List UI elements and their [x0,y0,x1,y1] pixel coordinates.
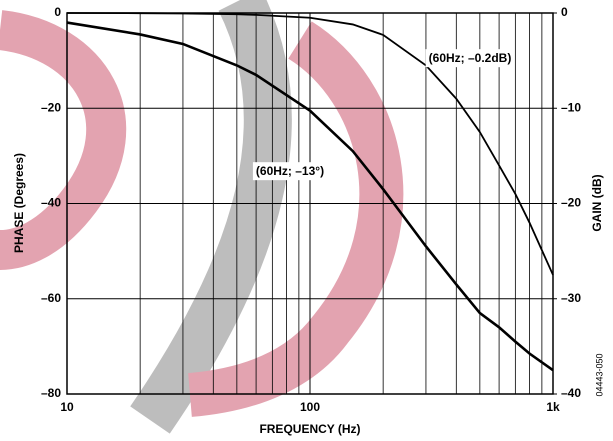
figure-code: 04443-050 [594,353,604,396]
y-tick-label: –20 [41,100,61,114]
x-tick-label: 1k [546,400,560,414]
y-tick-label: –40 [41,196,61,210]
y2-tick-label: –10 [561,100,581,114]
x-tick-label: 10 [60,400,74,414]
y-tick-label: –60 [41,291,61,305]
watermark-arc [0,10,127,270]
series-line [66,21,554,372]
y-tick-label: –80 [41,386,61,400]
y-tick-label: 0 [54,5,61,19]
annotation-bg [252,162,328,181]
y2-tick-label: –30 [561,291,581,305]
annotation-bg [425,49,515,68]
y-axis-label: PHASE (Degrees) [12,153,26,253]
series-line [66,12,554,276]
annotation: (60Hz; –13°) [256,164,324,178]
watermark [0,0,404,434]
watermark-arc [130,0,292,434]
y2-tick-label: –40 [561,386,581,400]
x-tick-label: 100 [300,400,320,414]
y2-axis-label: GAIN (dB) [590,174,604,231]
x-axis-label: FREQUENCY (Hz) [259,422,360,436]
y2-tick-label: –20 [561,196,581,210]
annotation: (60Hz; –0.2dB) [429,51,512,65]
y2-tick-label: 0 [561,5,568,19]
